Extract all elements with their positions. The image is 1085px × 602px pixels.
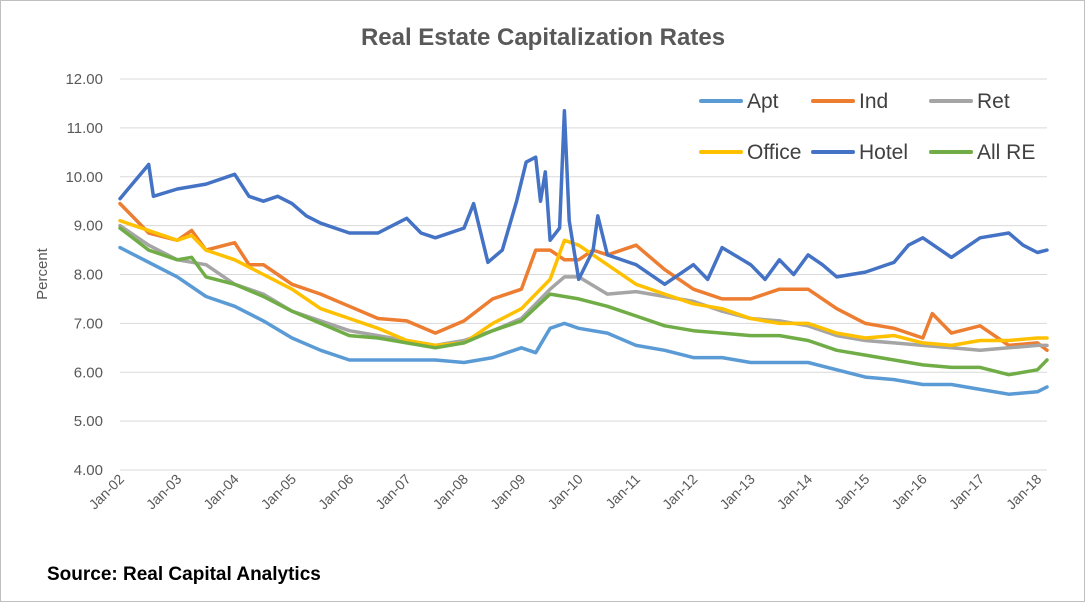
series-line-apt xyxy=(118,245,1049,396)
gridlines xyxy=(120,78,1047,471)
y-tick-label: 8.00 xyxy=(74,267,103,284)
series-line-office xyxy=(118,218,1049,348)
x-tick-label: Jan-06 xyxy=(315,471,357,513)
legend-label-apt: Apt xyxy=(747,90,779,113)
x-tick-label: Jan-03 xyxy=(143,471,185,513)
x-tick-label: Jan-12 xyxy=(659,471,701,513)
y-tick-label: 12.00 xyxy=(65,71,103,88)
legend-label-ind: Ind xyxy=(859,90,888,113)
x-tick-label: Jan-18 xyxy=(1003,471,1045,513)
y-tick-label: 7.00 xyxy=(74,315,103,332)
series-line-ind xyxy=(118,201,1049,353)
y-tick-label: 10.00 xyxy=(65,169,103,186)
y-tick-label: 9.00 xyxy=(74,218,103,235)
series-lines xyxy=(118,109,1049,396)
y-tick-label: 5.00 xyxy=(74,413,103,430)
source-note: Source: Real Capital Analytics xyxy=(47,564,321,585)
x-tick-label: Jan-10 xyxy=(544,471,586,513)
x-tick-label: Jan-05 xyxy=(258,471,300,513)
x-tick-label: Jan-15 xyxy=(831,471,873,513)
legend-label-ret: Ret xyxy=(977,90,1010,113)
x-tick-labels: Jan-02 Jan-03 Jan-04 Jan-05 Jan-06 Jan-07 Jan-… xyxy=(86,471,1045,513)
legend-label-hotel: Hotel xyxy=(859,141,908,164)
series-line-hotel xyxy=(118,109,1049,287)
y-tick-labels: 4.00 5.00 6.00 7.00 8.00 9.00 10.00 11.00 12.00 xyxy=(65,71,103,479)
legend: Apt Ind Ret Office Hotel All RE xyxy=(699,90,1035,164)
chart-title: Real Estate Capitalization Rates xyxy=(361,24,725,51)
x-tick-label: Jan-14 xyxy=(774,471,816,513)
x-tick-label: Jan-17 xyxy=(946,471,988,513)
series-line-all-re xyxy=(118,226,1049,377)
y-tick-label: 4.00 xyxy=(74,462,103,479)
x-tick-label: Jan-04 xyxy=(200,471,242,513)
y-tick-label: 11.00 xyxy=(67,120,103,137)
y-axis-label: Percent xyxy=(34,247,51,300)
x-tick-label: Jan-09 xyxy=(487,471,529,513)
x-tick-label: Jan-11 xyxy=(602,471,643,512)
y-tick-label: 6.00 xyxy=(74,364,103,381)
x-tick-label: Jan-16 xyxy=(888,471,930,513)
x-tick-label: Jan-08 xyxy=(430,471,472,513)
legend-label-office: Office xyxy=(747,141,801,164)
x-tick-label: Jan-13 xyxy=(716,471,758,513)
x-tick-label: Jan-07 xyxy=(372,471,414,513)
legend-label-all-re: All RE xyxy=(977,141,1035,164)
